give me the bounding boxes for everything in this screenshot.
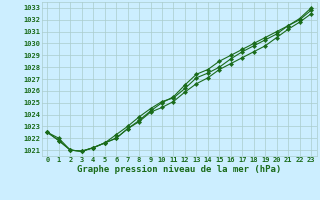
X-axis label: Graphe pression niveau de la mer (hPa): Graphe pression niveau de la mer (hPa) [77,165,281,174]
